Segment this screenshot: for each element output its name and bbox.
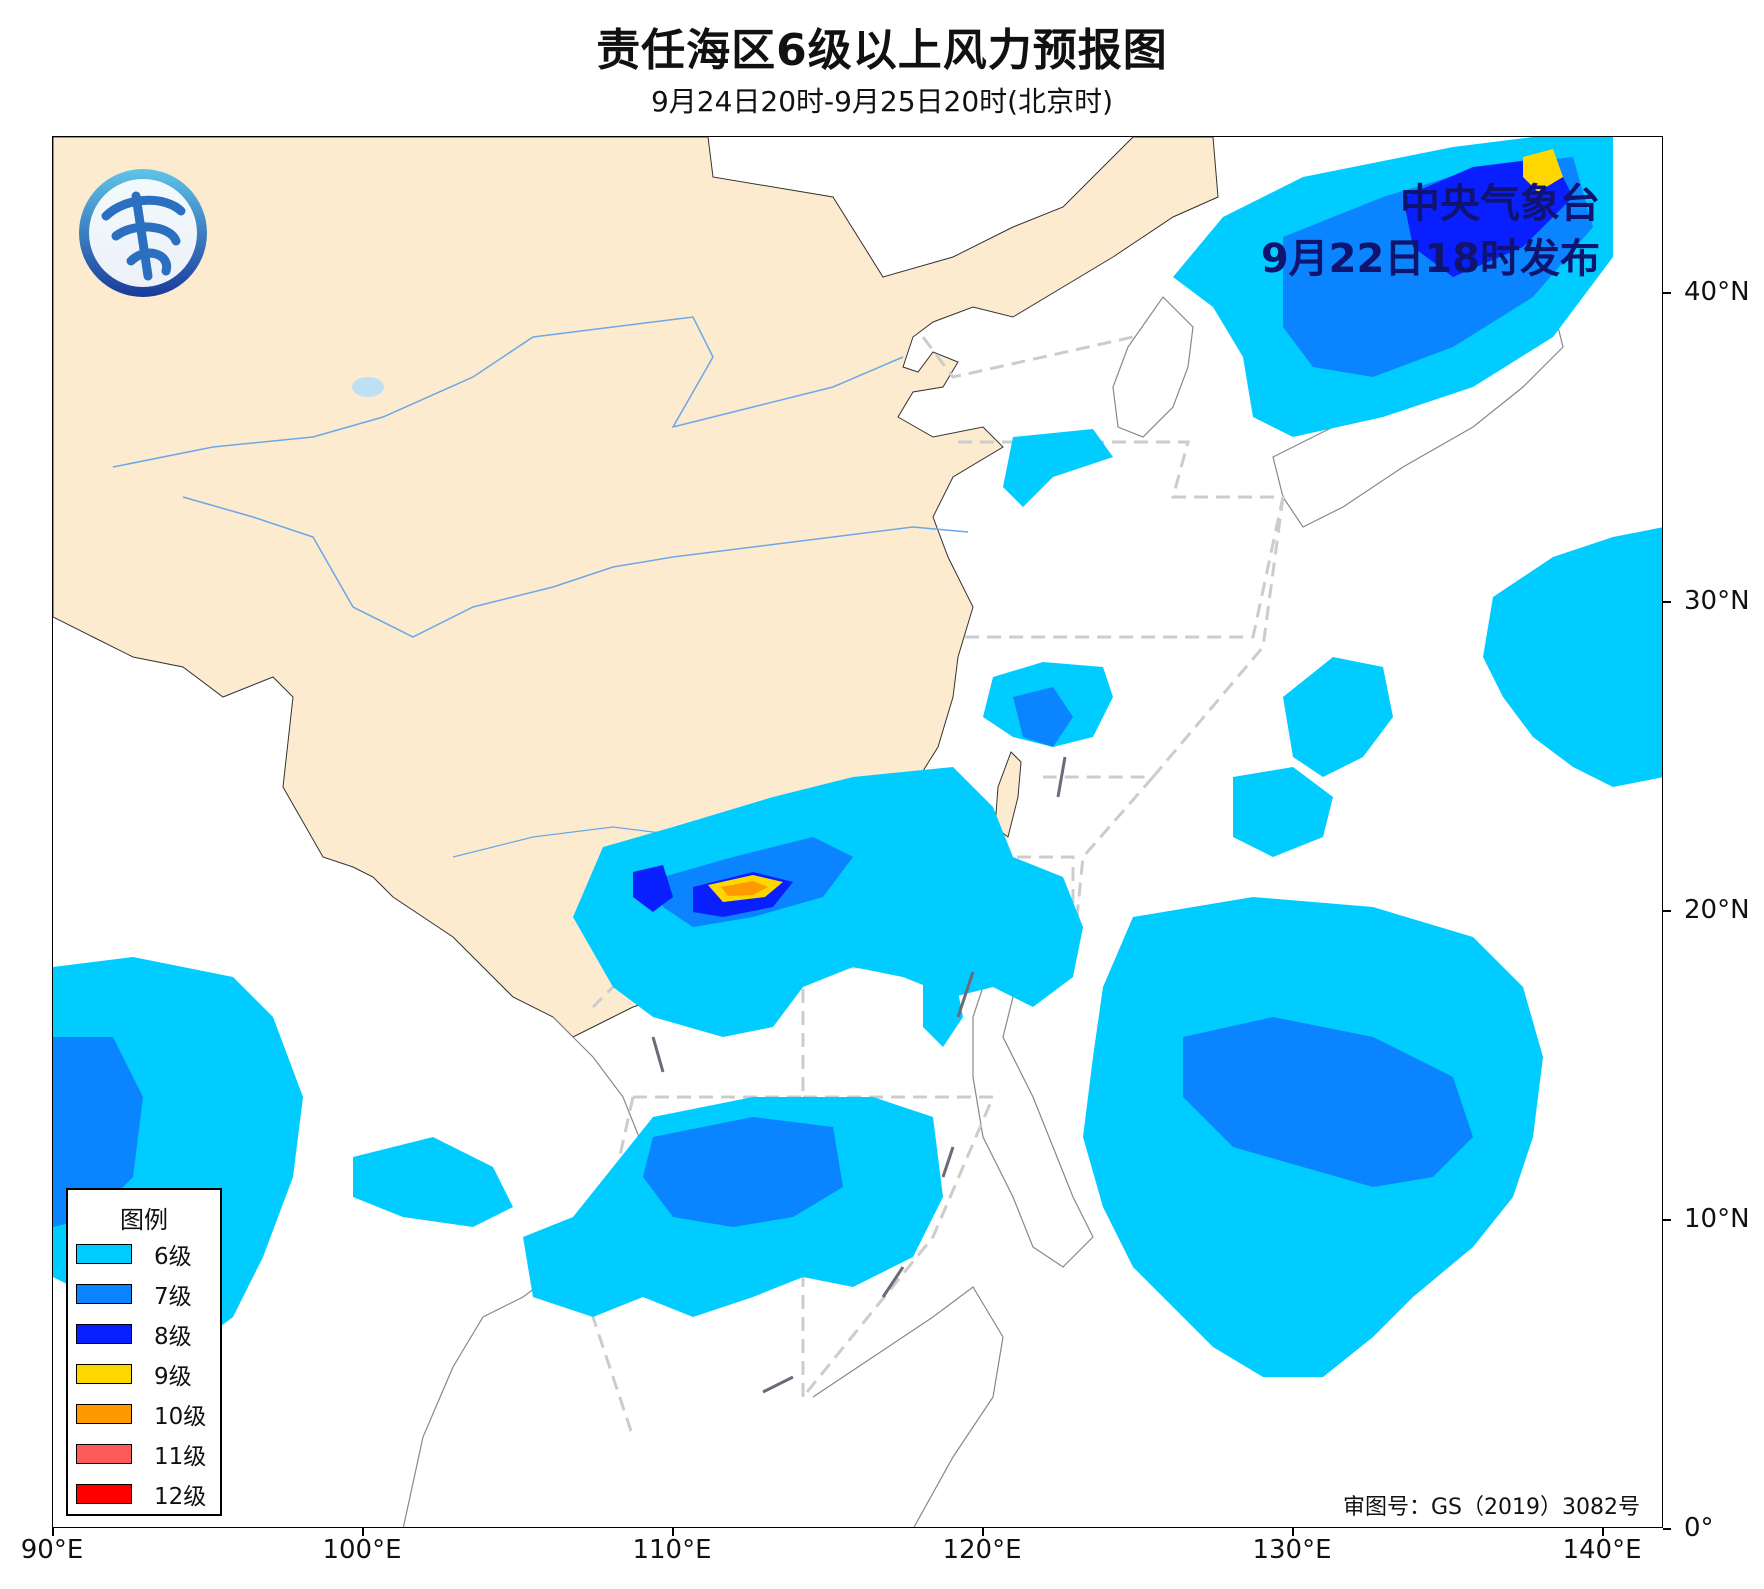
- x-tick-label: 140°E: [1562, 1535, 1642, 1565]
- y-tick-label: 20°N: [1684, 895, 1750, 925]
- x-tick-label: 90°E: [20, 1535, 84, 1565]
- x-tick-mark: [52, 1528, 54, 1536]
- x-tick-mark: [1602, 1528, 1604, 1536]
- y-tick-mark: [1663, 1219, 1671, 1221]
- legend-swatch: [76, 1284, 132, 1304]
- borneo-coast: [812, 1286, 1004, 1527]
- x-tick-label: 130°E: [1252, 1535, 1332, 1565]
- nine-dash-line: [651, 756, 1067, 1394]
- legend-label: 8级: [154, 1324, 192, 1350]
- map-title: 责任海区6级以上风力预报图: [596, 25, 1168, 76]
- x-tick-label: 110°E: [632, 1535, 712, 1565]
- philippines-coast: [972, 955, 1094, 1268]
- legend-label: 7级: [154, 1284, 192, 1310]
- wind-level-10-area: [721, 881, 768, 896]
- y-tick-label: 10°N: [1684, 1204, 1750, 1234]
- taiwan-island: [994, 751, 1022, 838]
- legend-swatch: [76, 1484, 132, 1504]
- y-tick-label: 40°N: [1684, 277, 1750, 307]
- qinghai-lake: [352, 377, 384, 397]
- legend-swatch: [76, 1324, 132, 1344]
- legend-item: 10级: [68, 1394, 220, 1434]
- issue-time: 9月22日18时发布: [1260, 236, 1600, 282]
- korea-peninsula: [1112, 296, 1194, 438]
- china-landmass: [53, 137, 1219, 1038]
- x-tick-mark: [982, 1528, 984, 1536]
- legend-label: 12级: [154, 1484, 207, 1510]
- y-tick-mark: [1663, 1528, 1671, 1530]
- legend-rows: 6级 7级 8级 9级 10级 11级 12级: [68, 1234, 220, 1514]
- legend-title: 图例: [120, 1206, 168, 1234]
- y-tick-mark: [1663, 601, 1671, 603]
- legend-label: 10级: [154, 1404, 207, 1430]
- legend-item: 12级: [68, 1474, 220, 1514]
- legend-item: 9级: [68, 1354, 220, 1394]
- map-area: 中央气象台 9月22日18时发布 审图号：GS（2019）3082号: [52, 136, 1663, 1528]
- x-tick-label: 100°E: [322, 1535, 402, 1565]
- legend-swatch: [76, 1444, 132, 1464]
- x-tick-mark: [672, 1528, 674, 1536]
- y-tick-label: 0°: [1684, 1513, 1714, 1543]
- yangtze-river: [182, 496, 969, 638]
- yellow-river: [112, 316, 904, 468]
- cma-logo-icon: [79, 169, 207, 297]
- legend-label: 6级: [154, 1244, 192, 1270]
- y-tick-mark: [1663, 292, 1671, 294]
- legend-label: 11级: [154, 1444, 207, 1470]
- legend-swatch: [76, 1404, 132, 1424]
- issuer-name: 中央气象台: [1400, 181, 1600, 227]
- y-tick-mark: [1663, 910, 1671, 912]
- x-tick-label: 120°E: [942, 1535, 1022, 1565]
- legend-item: 6级: [68, 1234, 220, 1274]
- legend-item: 11级: [68, 1434, 220, 1474]
- wind-level-9-area-north: [1523, 149, 1563, 192]
- issuer-block: 中央气象台 9月22日18时发布: [1261, 177, 1600, 287]
- x-tick-mark: [1292, 1528, 1294, 1536]
- legend-swatch: [76, 1244, 132, 1264]
- map-subtitle: 9月24日20时-9月25日20时(北京时): [650, 85, 1114, 118]
- legend: 图例 6级 7级 8级 9级 10级 11级 12级: [66, 1188, 222, 1516]
- legend-item: 8级: [68, 1314, 220, 1354]
- forecast-map: [53, 137, 1662, 1527]
- legend-item: 7级: [68, 1274, 220, 1314]
- legend-swatch: [76, 1364, 132, 1384]
- x-tick-mark: [362, 1528, 364, 1536]
- approval-number: 审图号：GS（2019）3082号: [1343, 1495, 1640, 1520]
- legend-label: 9级: [154, 1364, 192, 1390]
- y-tick-label: 30°N: [1684, 586, 1750, 616]
